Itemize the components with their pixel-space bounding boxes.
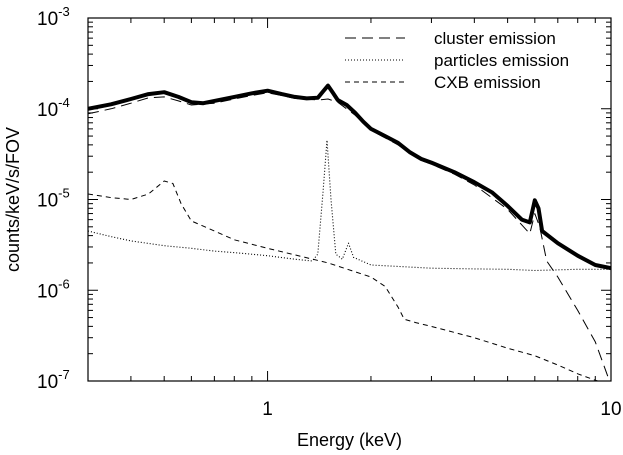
x-axis-label: Energy (keV): [297, 430, 402, 450]
legend: cluster emission particles emission CXB …: [345, 29, 569, 92]
y-axis-label: counts/keV/s/FOV: [3, 127, 23, 272]
axis-tick-labels: 1 10 10-7 10-6 10-5 10-4 10-3: [37, 4, 622, 420]
total-spectrum-line: [88, 83, 611, 271]
y-tick-label: 10-7: [37, 367, 70, 393]
x-tick-label: 1: [262, 399, 273, 420]
legend-label-cxb: CXB emission: [434, 73, 541, 92]
legend-label-cluster: cluster emission: [434, 29, 556, 48]
y-tick-label: 10-5: [37, 186, 70, 212]
x-tick-label: 10: [600, 399, 621, 420]
legend-label-particles: particles emission: [434, 51, 569, 70]
y-tick-label: 10-6: [37, 276, 70, 302]
series-layer: [88, 83, 611, 381]
axis-ticks: [87, 17, 612, 382]
y-tick-label: 10-4: [37, 95, 70, 121]
y-tick-label: 10-3: [37, 4, 70, 30]
cluster-emission-line: [88, 92, 611, 381]
cxb-emission-line: [88, 180, 600, 381]
